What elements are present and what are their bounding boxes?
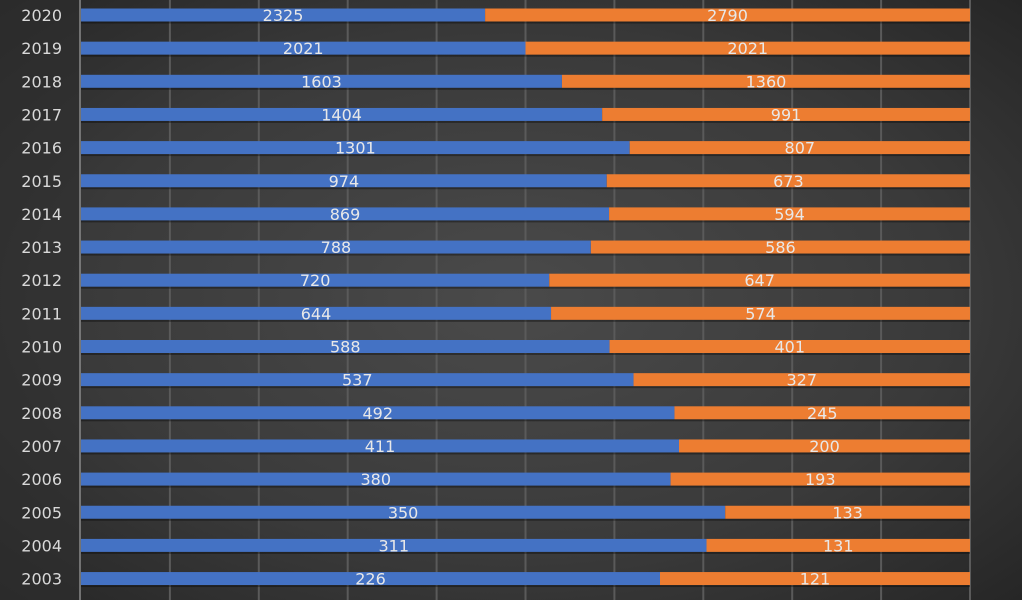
data-label: 869 [330,205,361,224]
data-label: 226 [355,570,386,589]
bar-segment-series-2 [706,538,970,552]
data-label: 1301 [335,139,376,158]
data-label: 586 [765,238,796,257]
data-label: 411 [365,437,396,456]
data-label: 1360 [746,72,787,91]
data-label: 2790 [707,6,748,25]
bar-segment-series-1 [81,306,552,320]
category-label: 2006 [21,470,62,489]
category-label: 2010 [21,338,62,357]
bar-segment-series-2 [551,306,970,320]
bar-segment-series-2 [590,240,970,254]
category-label: 2011 [21,304,62,323]
bar-segment-series-1 [81,74,562,88]
category-axis-background [0,0,80,600]
data-label: 401 [774,338,805,357]
bar-segment-series-1 [81,406,675,420]
data-label: 991 [771,105,802,124]
category-label: 2015 [21,172,62,191]
data-label: 121 [800,570,831,589]
category-label: 2005 [21,503,62,522]
bar-segment-series-2 [485,8,970,22]
bar-segment-series-2 [725,505,970,519]
bar-segment-series-2 [660,572,970,586]
data-label: 245 [807,404,838,423]
category-label: 2008 [21,404,62,423]
bar-segment-series-1 [81,538,707,552]
bar-segment-series-1 [81,439,680,453]
data-label: 2021 [727,39,768,58]
data-label: 1404 [321,105,362,124]
bar-segment-series-2 [629,141,970,155]
bar-segment-series-2 [525,41,970,55]
data-label: 133 [832,503,863,522]
bar-segment-series-1 [81,472,671,486]
bar-segment-series-1 [81,240,591,254]
bar-segment-series-2 [602,107,970,121]
data-label: 193 [805,470,836,489]
bar-segment-series-1 [81,373,634,387]
bar-segment-series-2 [633,373,970,387]
data-label: 492 [362,404,393,423]
bar-segment-series-1 [81,505,726,519]
bar-segment-series-2 [679,439,970,453]
category-label: 2013 [21,238,62,257]
bar-segment-series-1 [81,41,526,55]
data-label: 644 [301,304,332,323]
data-label: 673 [773,172,804,191]
bar-segment-series-2 [609,207,970,221]
category-label: 2007 [21,437,62,456]
data-label: 720 [300,271,331,290]
bar-segment-series-2 [606,174,970,188]
data-label: 974 [329,172,360,191]
data-label: 380 [361,470,392,489]
data-label: 131 [823,536,854,555]
category-label: 2012 [21,271,62,290]
bar-segment-series-2 [561,74,970,88]
data-label: 2325 [263,6,304,25]
data-label: 574 [745,304,776,323]
data-label: 588 [330,338,361,357]
data-label: 788 [321,238,352,257]
bar-segment-series-2 [549,273,970,287]
data-label: 807 [785,139,816,158]
data-label: 200 [809,437,840,456]
category-label: 2009 [21,371,62,390]
bar-segment-series-1 [81,107,603,121]
category-label: 2018 [21,72,62,91]
data-label: 327 [786,371,817,390]
category-label: 2016 [21,139,62,158]
bar-segment-series-1 [81,174,607,188]
data-label: 1603 [301,72,342,91]
data-label: 2021 [283,39,324,58]
category-label: 2003 [21,570,62,589]
bar-segment-series-1 [81,141,630,155]
category-label: 2014 [21,205,62,224]
bar-segment-series-2 [670,472,970,486]
category-label: 2004 [21,536,62,555]
bar-segment-series-1 [81,572,661,586]
data-label: 647 [744,271,775,290]
bar-segment-series-1 [81,340,610,353]
data-label: 594 [774,205,805,224]
category-label: 2019 [21,39,62,58]
category-label: 2017 [21,105,62,124]
data-label: 311 [378,536,409,555]
bar-segment-series-1 [81,273,550,287]
bar-segment-series-1 [81,207,610,221]
data-label: 537 [342,371,373,390]
category-label: 2020 [21,6,62,25]
bar-segment-series-2 [609,340,970,353]
bar-segment-series-1 [81,8,486,22]
data-label: 350 [388,503,419,522]
bar-segment-series-2 [674,406,970,420]
